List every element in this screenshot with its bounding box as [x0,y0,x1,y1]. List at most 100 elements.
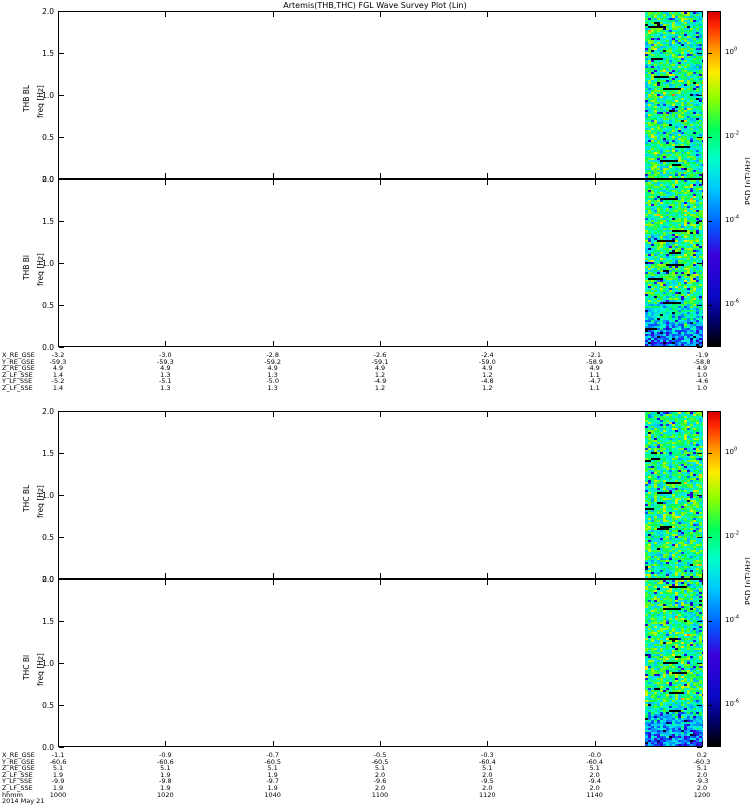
axis-value: 1.9 [52,770,64,779]
x-tick-mark [58,12,59,17]
x-tick-mark [58,580,59,585]
y-tick-mark [697,95,702,96]
y-tick-mark [59,495,64,496]
axis-value: -60.6 [156,757,174,766]
axis-row-label: Z_LF_SSE [2,370,33,379]
y-tick-mark [59,453,64,454]
axis-value: -5.0 [266,377,279,386]
page-title: Artemis(THB,THC) FGL Wave Survey Plot (L… [283,1,467,10]
colorbar-tick-mark [708,137,712,138]
axis-row-label: Z_LF_SSE [2,770,33,779]
axis-value: -4.7 [588,377,601,386]
axis-value: 1120 [479,790,496,799]
y-tick-mark [59,95,64,96]
x-tick-mark [702,412,703,417]
axis-value-column: -0.7 -60.5 5.1 1.9 -9.7 1.9 1040 [251,752,295,798]
y-tick-label: 1.0 [42,91,54,100]
axis-value: 1.9 [160,770,171,779]
axis-value: -2.6 [373,351,387,359]
x-tick-mark [487,412,488,417]
axis-value: 2.0 [589,770,600,779]
y-tick-label: 1.0 [42,491,54,500]
colorbar-tick-mark [708,453,712,454]
x-tick-mark [273,180,274,185]
x-tick-mark [165,173,166,178]
axis-value: 1.1 [589,370,600,379]
spectrogram-thc-bl-upper [645,412,703,578]
colorbar-tick-label: 100 [725,446,738,456]
axis-row-label: X_RE_GSE [2,351,35,359]
x-tick-mark [58,173,59,178]
axis-value: 2.0 [589,783,600,792]
x-tick-mark [595,412,596,417]
axis-value: 2.0 [696,770,708,779]
axis-value: 1.3 [267,383,278,392]
axis-value: 4.9 [160,364,171,373]
axis-value: 4.9 [696,364,708,373]
x-tick-mark [595,741,596,746]
colorbar-tick-label: 10-4 [725,214,740,224]
x-tick-mark [487,341,488,346]
axis-row-label: Y_RE_GSE [2,357,35,366]
colorbar-tick-label: 10-6 [725,298,740,308]
x-tick-mark [273,173,274,178]
axis-value: -60.3 [693,757,711,766]
colorbar-tick-mark [708,705,712,706]
y-tick-mark [59,579,64,580]
axis-value: 2.0 [374,783,386,792]
x-tick-mark [273,741,274,746]
x-tick-mark [165,341,166,346]
x-tick-mark [702,12,703,17]
y-tick-mark [697,137,702,138]
axis-value: 2.0 [482,783,493,792]
axis-row-label: Y_LF_SSE [2,777,33,786]
axis-value: -59.1 [371,357,389,366]
axis-value-column: -0.0 -60.4 5.1 2.0 -9.4 2.0 1140 [573,752,617,798]
x-tick-mark [165,412,166,417]
y-tick-mark [697,305,702,306]
y-tick-mark [697,747,702,748]
axis-value-column: 0.2 -60.3 5.1 2.0 -9.3 2.0 1200 [680,752,724,798]
y-tick-label: 1.0 [42,659,54,668]
axis-row-label: Z_RE_GSE [2,364,35,373]
panel-thb-bl-upper [58,11,703,179]
y-tick-mark [59,747,64,748]
axis-value: 1000 [49,790,67,799]
colorbar-tick-mark [708,537,712,538]
y-tick-mark [59,621,64,622]
x-tick-mark [380,741,381,746]
y-tick-label: 0.5 [42,533,54,542]
axis-value: -0.5 [373,751,387,759]
x-tick-mark [380,341,381,346]
axis-value: 4.9 [267,364,278,373]
axis-value-column: -0.5 -60.5 5.1 2.0 -9.6 2.0 1100 [358,752,402,798]
panel-thb-bl-lower [58,179,703,347]
axis-value: -3.2 [51,351,65,359]
axis-row-label: hhmm [2,790,23,799]
axis-value: -0.3 [480,751,494,759]
y-tick-label: 0.5 [42,133,54,142]
axis-value-column: -2.8 -59.2 4.9 1.3 -5.0 1.3 [251,352,295,392]
y-tick-mark [59,221,64,222]
axis-value: -59.0 [478,357,496,366]
y-tick-mark [59,411,64,412]
y-tick-mark [59,663,64,664]
axis-value: -58.8 [693,357,711,366]
colorbar-tick-label: 10-2 [725,130,740,140]
axis-value: 1.4 [52,370,64,379]
axis-value-column: -1.1 -60.6 5.1 1.9 -9.9 1.9 1000 [36,752,80,798]
axis-value: 5.1 [267,764,278,773]
axis-value: 1.2 [374,370,386,379]
y-tick-mark [59,179,64,180]
axis-value: -59.2 [264,357,282,366]
axis-value: 1200 [693,790,711,799]
x-tick-mark [702,580,703,585]
axis-value: -60.4 [586,757,604,766]
x-tick-mark [487,580,488,585]
axis-value: 5.1 [482,764,493,773]
x-tick-mark [273,12,274,17]
y-tick-mark [697,347,702,348]
y-tick-mark [59,53,64,54]
axis-value: -9.9 [51,777,65,786]
x-tick-mark [380,12,381,17]
